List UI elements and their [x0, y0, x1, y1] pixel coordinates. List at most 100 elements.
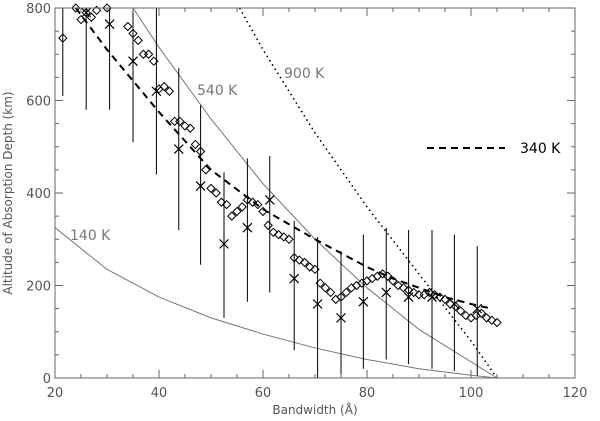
diamond-point	[58, 33, 68, 43]
diamond-point	[221, 199, 232, 210]
diamond-point	[232, 206, 242, 217]
diamond-point	[258, 206, 268, 217]
x-marker	[472, 303, 483, 314]
x-marker	[381, 287, 392, 298]
curve-label-900k: 900 K	[284, 66, 325, 82]
x-tick-label: 40	[151, 386, 168, 401]
diamond-point	[247, 197, 258, 207]
diamond-point	[362, 276, 372, 286]
diamond-point	[273, 229, 284, 240]
legend-label-340k: 340 K	[520, 141, 561, 157]
diamond-point	[414, 290, 424, 300]
diamond-point	[81, 7, 91, 18]
diamond-point	[284, 234, 294, 244]
diamond-point	[143, 49, 154, 59]
y-tick-label: 600	[26, 95, 51, 110]
diamond-point	[175, 116, 185, 127]
diamond-point	[310, 264, 320, 275]
diamond-point	[242, 195, 253, 205]
labels: Bandwidth (Å) Altitude of Absorption Dep…	[1, 66, 561, 417]
diamond-point	[299, 257, 310, 268]
diamond-point	[279, 232, 289, 242]
diamond-point	[201, 165, 211, 175]
y-tick-label: 400	[26, 187, 51, 202]
x-marker	[128, 56, 138, 67]
x-tick-label: 100	[459, 386, 484, 401]
diamond-point	[383, 271, 393, 281]
diamond-point	[164, 86, 175, 96]
x-tick-label: 20	[47, 386, 64, 401]
diamond-point	[149, 56, 159, 66]
diamond-point	[159, 81, 169, 92]
axes: 20 40 60 80 100 120 0 200 400 600 800	[26, 2, 587, 401]
curve-900k	[238, 7, 498, 379]
diamond-point	[268, 227, 279, 238]
diamond-point	[320, 283, 331, 293]
curve-label-540k: 540 K	[197, 83, 238, 99]
diamond-point	[476, 308, 487, 318]
diamond-point	[216, 197, 227, 207]
curve-140k	[54, 227, 498, 379]
curves	[54, 7, 498, 379]
diamond-point	[481, 313, 492, 323]
diamond-point	[461, 310, 471, 321]
x-tick-label: 120	[563, 386, 588, 401]
diamond-point	[351, 280, 362, 291]
diamond-point	[455, 306, 466, 316]
curve-label-140k: 140 K	[70, 228, 111, 244]
error-bars	[62, 8, 478, 378]
diamond-point	[263, 220, 273, 231]
diamond-point	[123, 21, 133, 32]
y-tick-label: 0	[43, 372, 51, 387]
diamond-point	[211, 188, 221, 198]
markers	[58, 3, 502, 328]
curve-540k	[132, 7, 498, 379]
diamond-point	[440, 294, 450, 305]
x-tick-label: 80	[359, 386, 376, 401]
diamond-point	[169, 116, 180, 127]
diamond-point	[294, 255, 305, 265]
diamond-point	[133, 35, 143, 46]
diamond-point	[206, 183, 216, 194]
diamond-point	[341, 287, 351, 298]
diamond-point	[492, 317, 502, 328]
diamond-point	[253, 199, 263, 210]
diamond-point	[424, 287, 435, 298]
x-marker	[81, 7, 92, 18]
diamond-point	[289, 253, 299, 263]
x-marker	[264, 195, 275, 205]
x-marker	[219, 238, 229, 249]
diamond-point	[398, 283, 409, 293]
diamond-point	[393, 280, 403, 291]
diamond-point	[71, 3, 81, 13]
diamond-point	[180, 121, 190, 131]
diamond-point	[429, 290, 440, 300]
diamond-point	[76, 14, 86, 25]
diamond-point	[419, 290, 429, 300]
diamond-point	[305, 262, 315, 272]
diamond-point	[325, 287, 336, 298]
diamond-point	[377, 269, 388, 279]
x-marker	[403, 292, 414, 302]
diamond-point	[336, 292, 346, 302]
x-marker	[312, 299, 323, 309]
x-marker	[195, 181, 206, 191]
diamond-point	[403, 285, 414, 295]
diamond-point	[409, 287, 419, 298]
diamond-point	[388, 276, 398, 286]
diamond-point	[315, 278, 325, 288]
diamond-point	[237, 202, 247, 212]
x-axis-title: Bandwidth (Å)	[272, 402, 357, 417]
diamond-point	[128, 28, 138, 39]
diamond-point	[185, 123, 195, 133]
diamond-point	[195, 146, 206, 157]
x-marker	[358, 296, 369, 307]
diamond-point	[367, 273, 377, 284]
y-tick-label: 200	[26, 280, 51, 295]
x-marker	[427, 292, 437, 302]
diamond-point	[435, 292, 445, 302]
x-marker	[336, 312, 346, 323]
curve-340k	[74, 7, 493, 310]
y-axis-title: Altitude of Absorption Depth (km)	[1, 91, 15, 294]
